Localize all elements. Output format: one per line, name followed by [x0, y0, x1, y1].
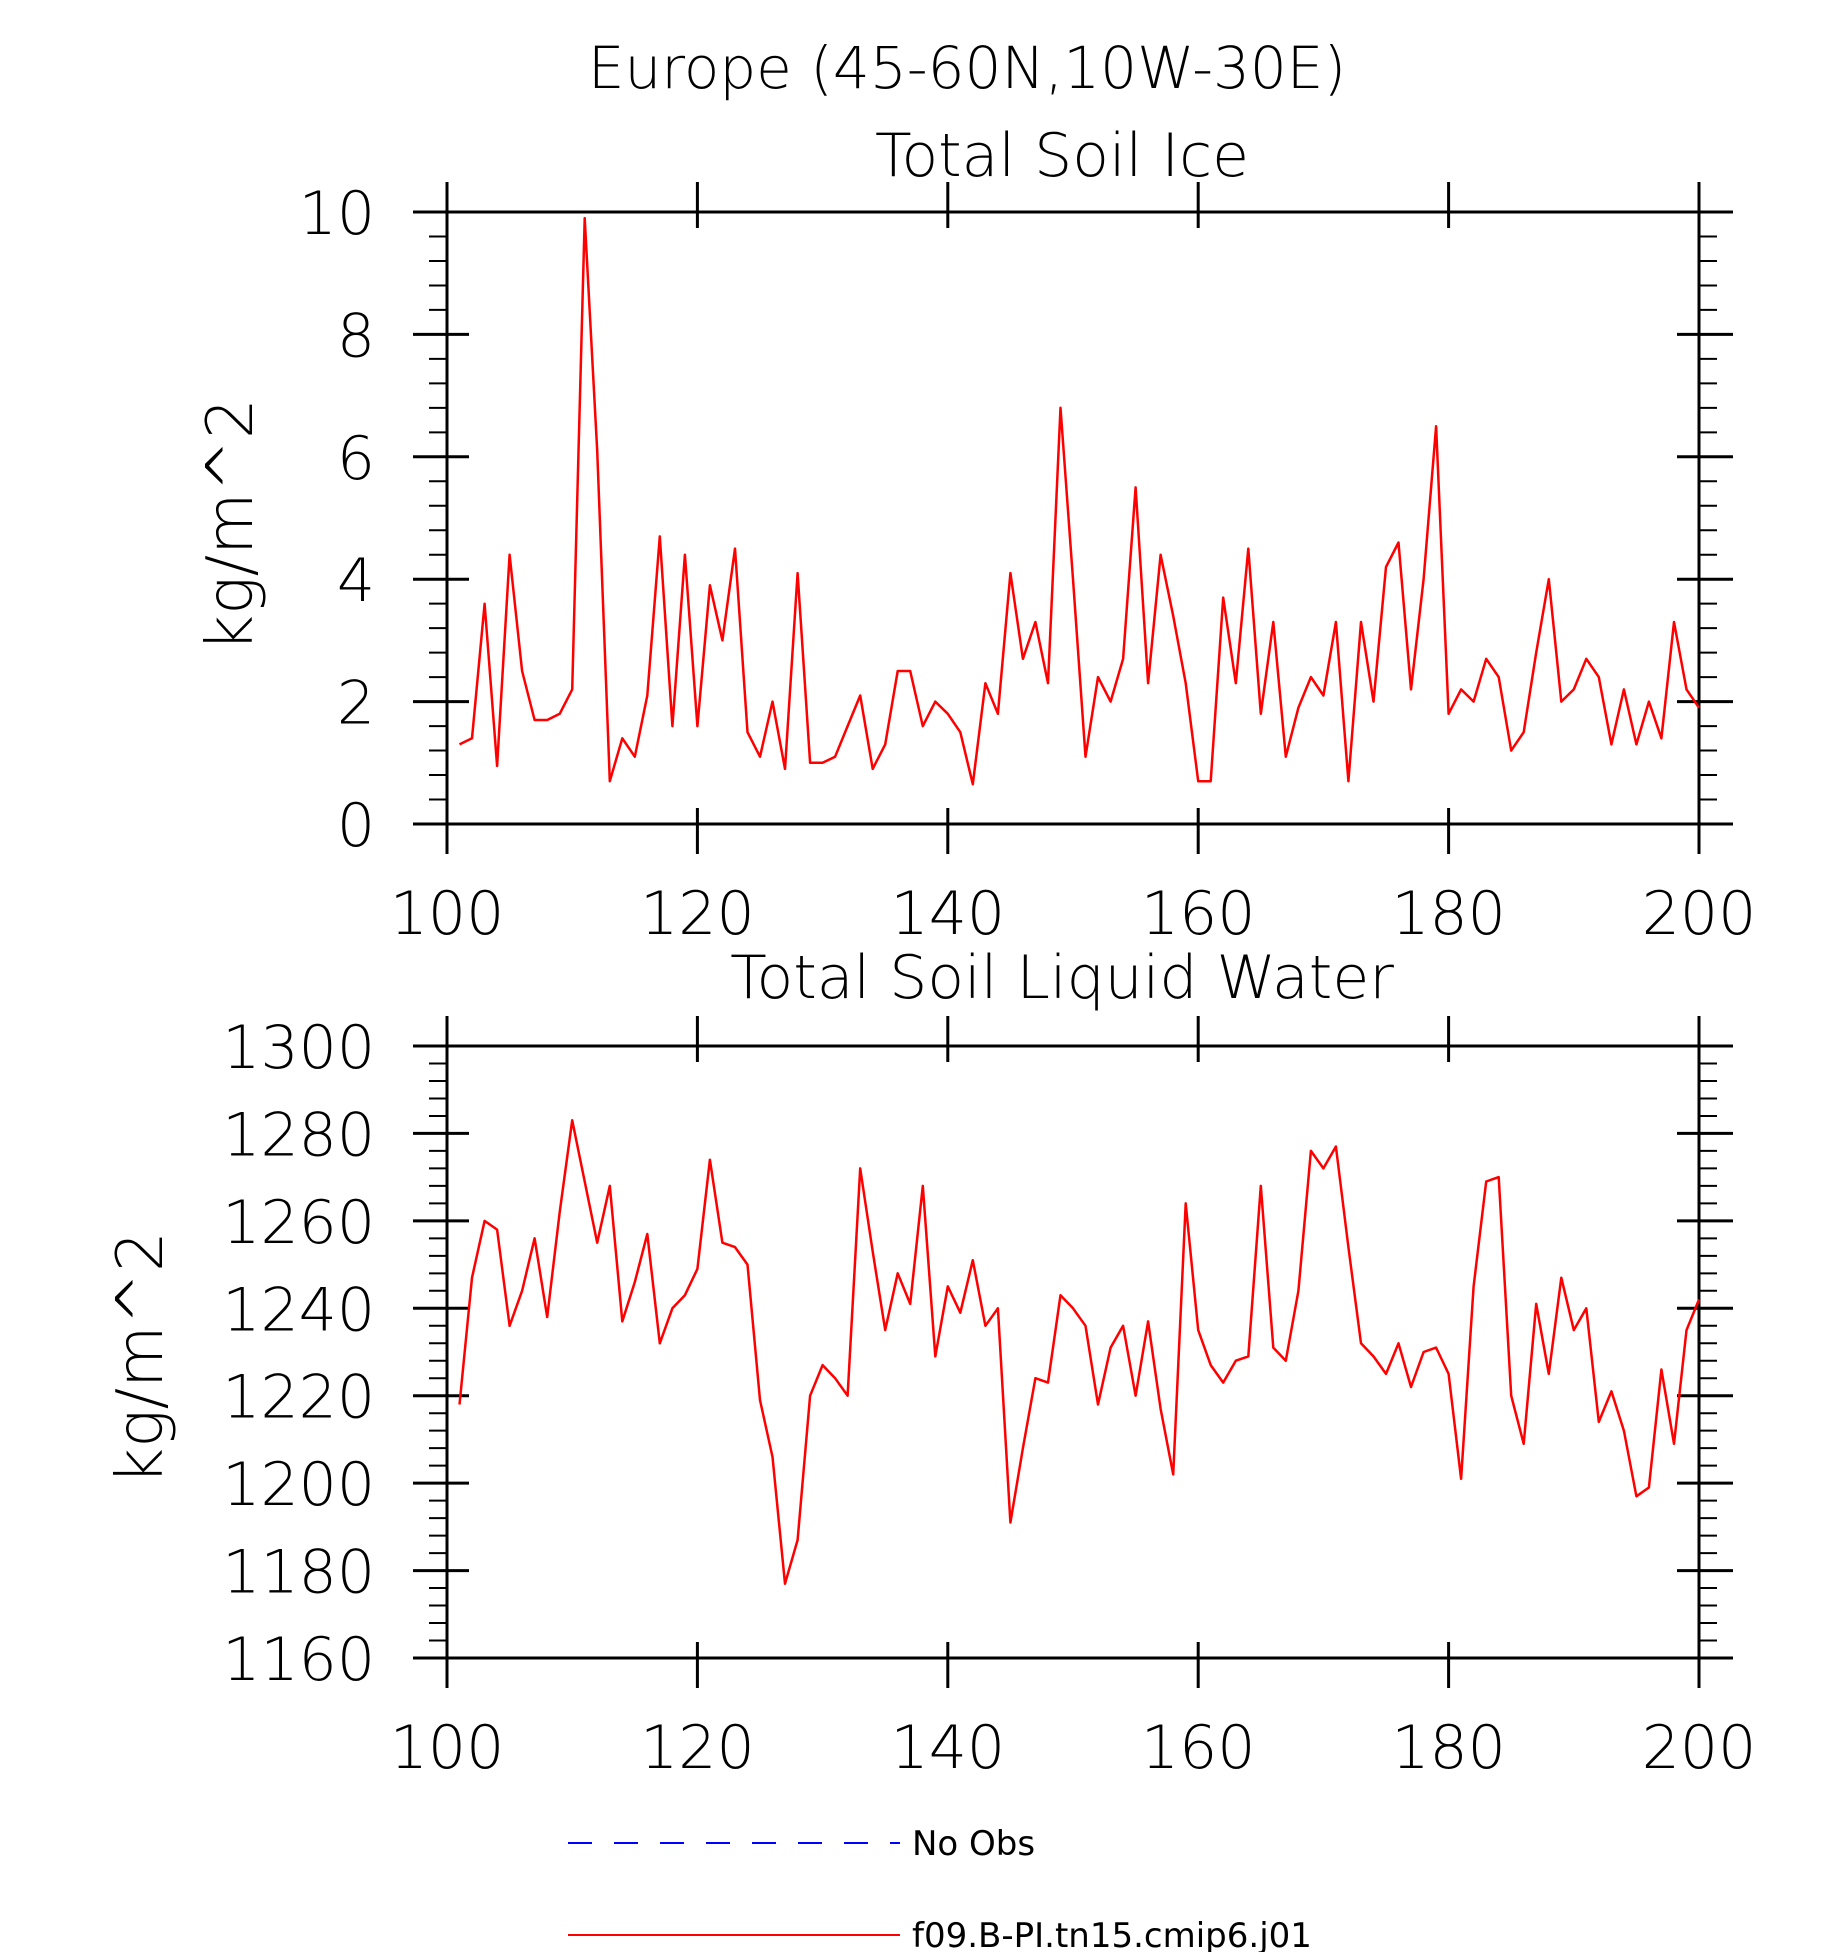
- y-tick-label: 2: [337, 669, 375, 739]
- y-tick-label: 1160: [222, 1625, 375, 1695]
- y-tick-label: 1220: [222, 1363, 375, 1433]
- x-tick-label: 180: [1391, 1713, 1506, 1783]
- x-tick-label: 100: [390, 1713, 505, 1783]
- panel-title-soil-ice: Total Soil Ice: [875, 121, 1249, 191]
- x-tick-label: 140: [891, 1713, 1006, 1783]
- panel-total-soil-liquid-water: Total Soil Liquid Water kg/m^2 100 120 140…: [104, 943, 1756, 1783]
- y-tick-label: 1240: [222, 1275, 375, 1345]
- x-tick-label: 160: [1141, 1713, 1256, 1783]
- panel-title-soil-liquid-water: Total Soil Liquid Water: [730, 943, 1394, 1013]
- x-tick-label: 160: [1141, 879, 1256, 949]
- x-tick-label: 100: [390, 879, 505, 949]
- x-tick-label: 140: [891, 879, 1006, 949]
- y-tick-label: 4: [337, 546, 375, 616]
- plot-frame-soil-liquid-water: [445, 1044, 1701, 1660]
- y-tick-label: 8: [337, 301, 375, 371]
- figure-title: Europe (45-60N,10W-30E): [588, 34, 1346, 102]
- y-tick-label: 6: [337, 424, 375, 494]
- panel-total-soil-ice: Total Soil Ice kg/m^2 100 120 140 160 180 200…: [194, 121, 1756, 949]
- x-tick-label: 180: [1391, 879, 1506, 949]
- y-tick-label: 1260: [222, 1188, 375, 1258]
- y-tick-label: 1200: [222, 1450, 375, 1520]
- y-axis-label-soil-ice: kg/m^2: [194, 398, 268, 652]
- y-axis-label-soil-liquid-water: kg/m^2: [104, 1231, 178, 1485]
- x-tick-label: 120: [640, 879, 755, 949]
- series-line-soil-liquid-water: [458, 1119, 1701, 1585]
- y-tick-label: 1180: [222, 1538, 375, 1608]
- y-tick-label: 1280: [222, 1100, 375, 1170]
- y-tick-label: 10: [299, 179, 375, 249]
- y-tick-label: 1300: [222, 1013, 375, 1083]
- x-tick-label: 120: [640, 1713, 755, 1783]
- legend-label-model: f09.B-PI.tn15.cmip6.j01: [912, 1916, 1312, 1952]
- legend-label-no-obs: No Obs: [912, 1824, 1035, 1864]
- x-tick-label: 200: [1642, 879, 1757, 949]
- x-tick-label: 200: [1642, 1713, 1757, 1783]
- legend: No Obs f09.B-PI.tn15.cmip6.j01: [568, 1824, 1312, 1952]
- plot-frame-soil-ice: [445, 210, 1701, 826]
- y-tick-label: 0: [337, 791, 375, 861]
- series-line-soil-ice: [458, 216, 1701, 786]
